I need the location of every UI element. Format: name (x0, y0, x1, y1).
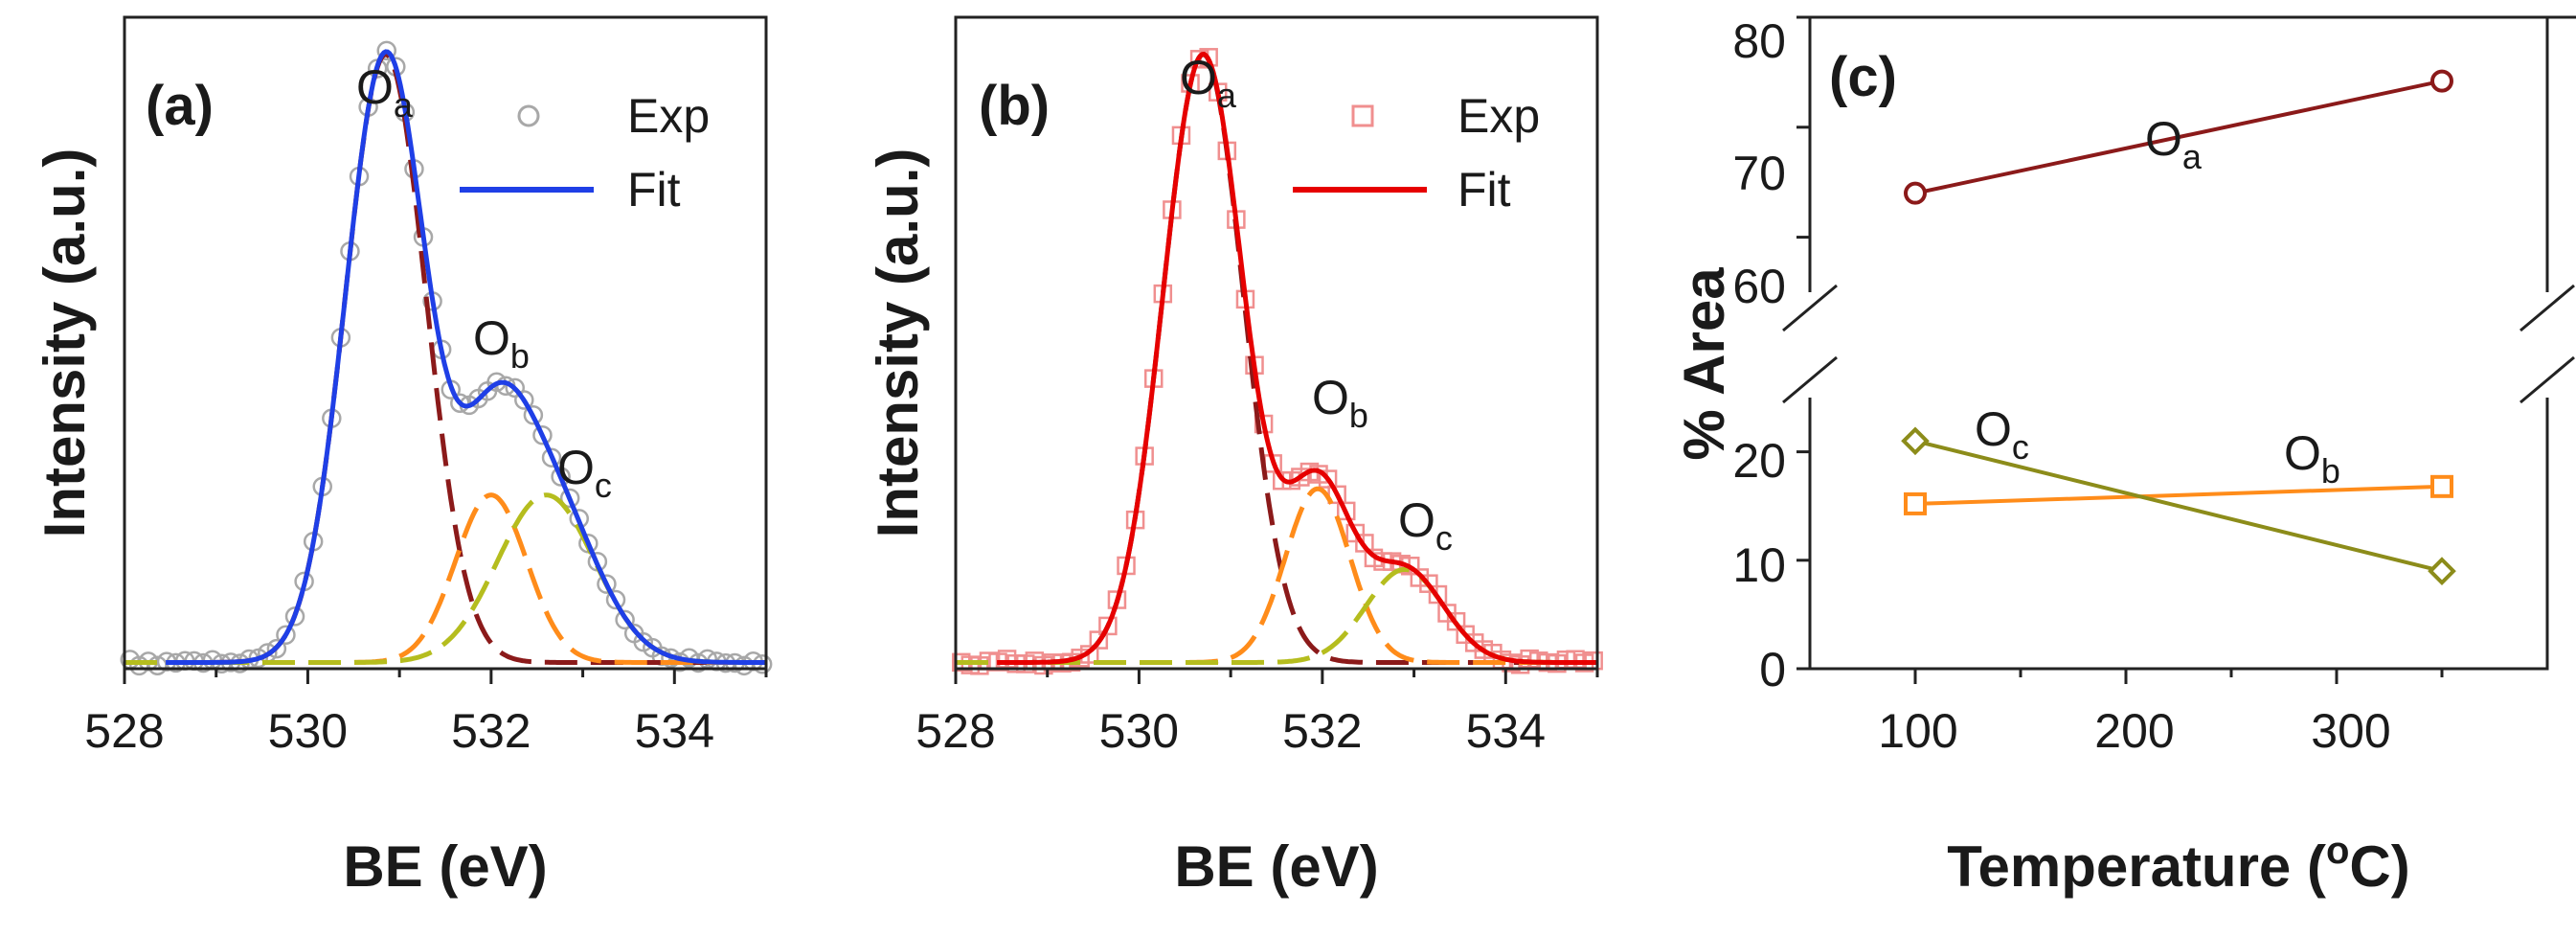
panel-a-tick-label: 532 (451, 704, 531, 758)
panel-c-marker-ob (1904, 491, 1927, 515)
panel-b-legend-fit: Fit (1457, 163, 1511, 217)
panel-a-exp-point (266, 638, 287, 659)
panel-c-marker-ob (2430, 474, 2453, 498)
panel-a-y-axis-title: Intensity (a.u.) (33, 148, 97, 538)
panel-a-exp-point (541, 447, 562, 468)
panel-a-fit-line (166, 49, 765, 665)
panel-b-label: (b) (979, 75, 1050, 137)
panel-c-break-mark (2520, 355, 2575, 404)
panel-a: 528 530 532 534 BE (eV) Intensity (a.u.)… (33, 15, 773, 899)
panel-b-peak-label-oa: Oa (1180, 51, 1237, 115)
panel-b-tick-label: 530 (1099, 704, 1179, 758)
panel-b-x-ticks (954, 669, 1599, 684)
panel-b-tick-label: 532 (1282, 704, 1362, 758)
panel-a-exp-point (605, 589, 626, 610)
panel-c-label: (c) (1829, 46, 1897, 108)
panel-c-x-tick-label: 100 (1878, 704, 1957, 758)
panel-a-exp-point (559, 488, 580, 509)
panel-c-frame-lower (1808, 398, 2549, 671)
panel-c-marker-oa (2430, 69, 2453, 93)
panel-a-exp-point (276, 625, 296, 645)
panel-a-exp-point (514, 390, 534, 410)
panel-c-y-tick-label: 70 (1732, 147, 1786, 200)
panel-c: 60 70 80 0 10 20 100 200 300 Temperature… (1672, 14, 2576, 899)
panel-c-line-oc (1914, 439, 2443, 574)
panel-a-exp-point (147, 655, 168, 675)
panel-b-curves (951, 48, 1603, 675)
panel-c-series-label-oa: Oa (2145, 112, 2203, 176)
panel-c-series (1901, 69, 2456, 585)
panel-a-legend-exp: Exp (627, 89, 710, 143)
panel-a-tick-label: 530 (268, 704, 348, 758)
panel-a-plot-frame (123, 15, 768, 671)
panel-a-exp-point (523, 404, 544, 425)
panel-c-y-axis-title: % Area (1672, 267, 1736, 461)
panel-c-ticks (1796, 15, 2444, 684)
panel-c-marker-oa (1904, 181, 1927, 205)
panel-a-exp-point (450, 393, 470, 413)
panel-a-curves (120, 40, 773, 676)
panel-a-component-ob (124, 492, 766, 665)
panel-b-tick-label: 534 (1466, 704, 1546, 758)
panel-b-exp-point (1098, 616, 1118, 636)
panel-c-x-tick-label: 300 (2311, 704, 2390, 758)
panel-c-series-label-ob: Ob (2284, 426, 2340, 491)
panel-a-tick-label: 528 (84, 704, 164, 758)
panel-a-legend-fit: Fit (627, 163, 681, 217)
panel-a-x-axis-title: BE (eV) (343, 834, 547, 899)
panel-b-legend-exp: Exp (1457, 89, 1540, 143)
panel-c-y-tick-label: 0 (1759, 643, 1786, 696)
panel-c-break-mark (1782, 284, 1838, 332)
panel-b: 528 530 532 534 BE (eV) Intensity (a.u.)… (866, 15, 1603, 899)
panel-a-exp-point (532, 424, 553, 445)
panel-b-component-oa (956, 52, 1597, 665)
panel-c-y-tick-label: 60 (1732, 260, 1786, 313)
panel-b-fit-line (997, 52, 1596, 665)
panel-c-y-tick-label: 10 (1732, 538, 1786, 592)
panel-b-legend-exp-marker (1351, 104, 1374, 127)
panel-a-label: (a) (146, 75, 214, 137)
panel-a-exp-point (734, 655, 755, 676)
panel-a-peak-label-oa: Oa (356, 60, 414, 125)
panel-a-exp-point (551, 467, 571, 487)
panel-c-break-mark (2520, 284, 2575, 332)
panel-a-component-oc (124, 492, 766, 665)
panel-b-peak-label-oc: Oc (1398, 493, 1453, 558)
panel-c-y-tick-label: 80 (1732, 14, 1786, 68)
panel-a-peak-label-ob: Ob (473, 311, 530, 376)
panel-c-marker-oc (2428, 557, 2456, 585)
panel-c-x-tick-label: 200 (2094, 704, 2174, 758)
panel-a-exp-point (376, 40, 396, 61)
panel-b-y-axis-title: Intensity (a.u.) (866, 148, 930, 538)
panel-c-x-axis-title: Temperature (oC) (1947, 830, 2409, 899)
panel-b-exp-point (1428, 584, 1448, 605)
panel-b-component-ob (956, 486, 1597, 665)
panel-a-peak-label-oc: Oc (557, 441, 612, 505)
panel-b-exp-point (1336, 501, 1356, 521)
panel-c-line-ob (1914, 484, 2443, 506)
panel-a-x-ticks (123, 669, 768, 684)
panel-c-series-label-oc: Oc (1975, 402, 2029, 467)
panel-b-x-axis-title: BE (eV) (1174, 834, 1378, 899)
panel-a-exp-point (597, 574, 617, 594)
panel-c-marker-oc (1901, 426, 1930, 456)
panel-c-broken-frame (1782, 15, 2576, 671)
panel-a-legend-exp-marker (517, 104, 540, 127)
panel-c-y-tick-label: 20 (1732, 434, 1786, 488)
panel-a-tick-label: 534 (635, 704, 714, 758)
panel-a-exp-point (615, 609, 635, 630)
panel-c-line-oa (1914, 79, 2443, 195)
panel-c-break-mark (1782, 355, 1838, 404)
panel-b-plot-frame (954, 15, 1599, 671)
panel-b-tick-label: 528 (915, 704, 995, 758)
panel-b-peak-label-ob: Ob (1312, 371, 1368, 435)
